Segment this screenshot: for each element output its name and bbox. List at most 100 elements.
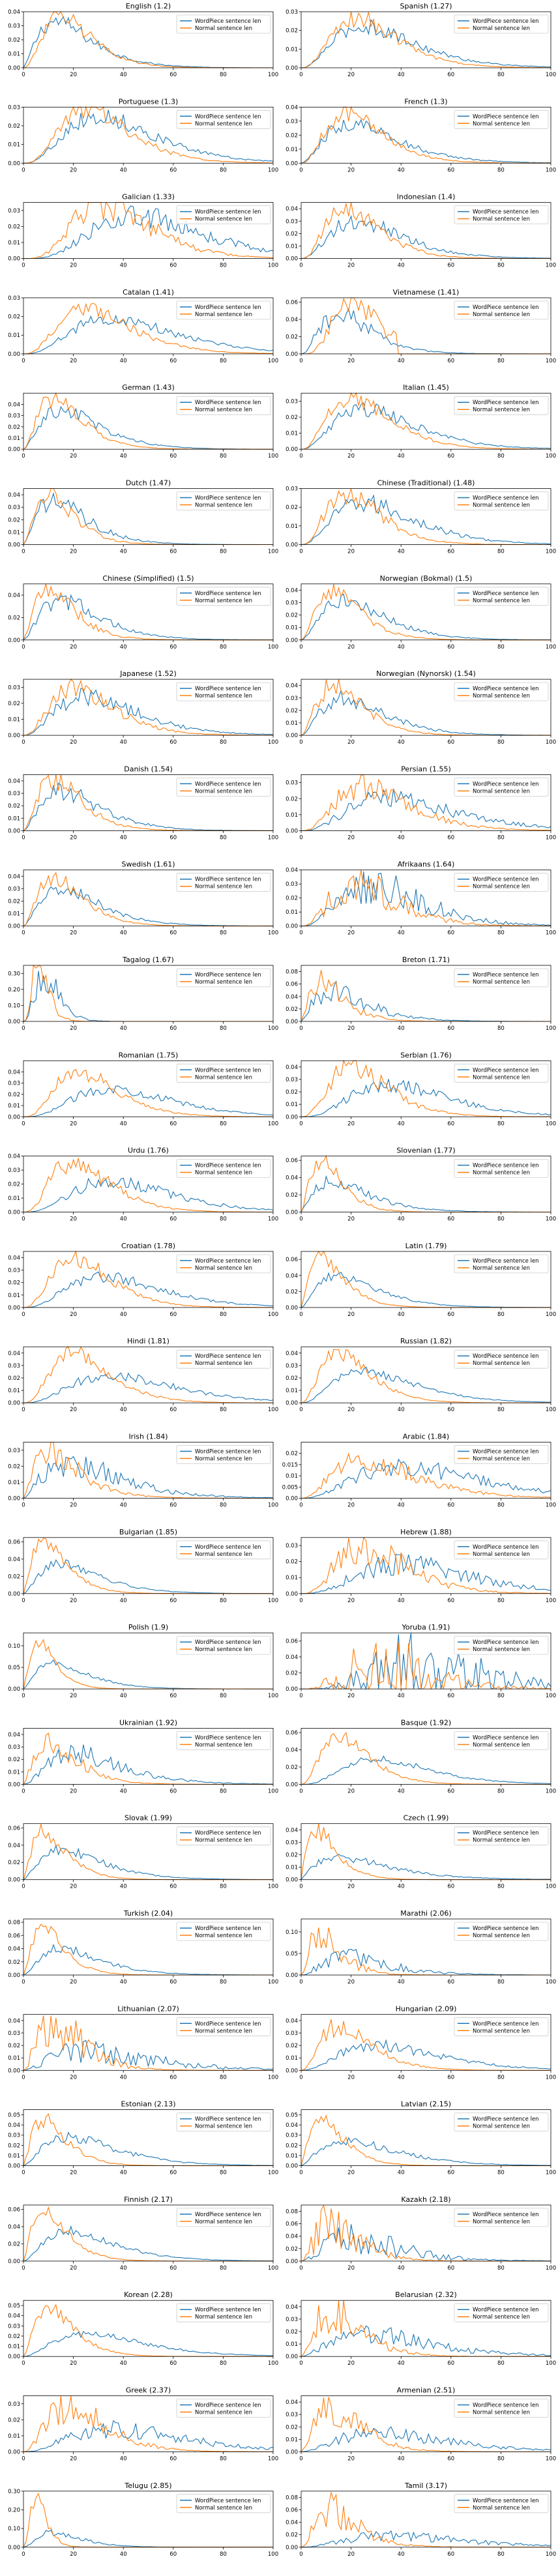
legend-label: WordPiece sentence len [195,1639,261,1646]
y-tick-label: 0.04 [8,778,20,785]
y-tick-label: 0.02 [286,231,298,237]
plot-frame [301,774,551,831]
y-tick-label: 0.00 [286,1019,298,1025]
chart-panel: Turkish (2.04) 0 20 40 60 80 100 0.00 0.02 0.04 0.… [8,1909,278,1985]
y-tick-label: 0.08 [8,1920,20,1926]
y-tick-label: 0.01 [286,625,298,632]
x-tick-label: 0 [299,167,302,173]
x-tick-label: 80 [497,358,505,364]
y-tick-label: 0.02 [8,1092,20,1098]
x-tick-label: 60 [169,2551,177,2558]
y-tick-label: 0.04 [8,1070,20,1076]
chart-panel: Spanish (1.27) 0 20 40 60 80 100 0.00 0.01 0.02 0.… [286,2,556,78]
chart-panel: Slovak (1.99) 0 20 40 60 80 100 0.00 0.02 0.04 0.0… [8,1814,278,1890]
y-tick-label: 0.01 [8,1480,20,1486]
x-tick-label: 80 [497,834,505,841]
x-tick-label: 100 [268,1502,278,1509]
x-tick-label: 20 [347,1216,355,1223]
wordpiece-series-line [23,1085,274,1117]
y-tick-label: 0.04 [286,2234,298,2240]
legend-label: Normal sentence len [195,979,252,986]
x-tick-label: 40 [398,453,405,460]
legend-label: WordPiece sentence len [195,1925,261,1932]
x-tick-label: 100 [546,1025,556,1032]
x-tick-label: 40 [120,1120,127,1127]
y-tick-label: 0.06 [8,1825,20,1832]
y-tick-label: 0.03 [8,791,20,797]
y-tick-label: 0.01 [286,2341,298,2348]
x-tick-label: 80 [220,1979,227,1985]
x-tick-label: 20 [70,2265,77,2272]
x-tick-label: 100 [546,263,556,269]
chart-title: Urdu (1.76) [128,1147,169,1155]
y-tick-label: 0.06 [286,1158,298,1164]
x-tick-label: 0 [22,263,25,269]
y-tick-label: 0.00 [286,1877,298,1884]
y-tick-label: 0.04 [286,2399,298,2406]
x-tick-label: 0 [299,1979,302,1985]
y-tick-label: 0.01 [286,1388,298,1394]
legend-label: Normal sentence len [195,1837,252,1844]
plot-frame [23,2395,274,2452]
x-tick-label: 80 [497,644,505,651]
y-tick-label: 0.04 [286,2520,298,2526]
y-tick-label: 0.02 [286,1559,298,1566]
y-tick-label: 0.04 [286,2018,298,2025]
x-tick-label: 60 [447,1598,454,1604]
legend-box [454,968,549,988]
x-tick-label: 20 [70,72,77,78]
x-tick-label: 100 [546,930,556,937]
x-tick-label: 100 [268,1025,278,1032]
y-tick-label: 0.06 [286,1638,298,1645]
chart-title: Catalan (1.41) [123,288,174,297]
chart-title: Danish (1.54) [124,765,173,773]
y-tick-label: 0.03 [8,104,20,111]
legend-label: WordPiece sentence len [473,2307,539,2313]
legend-label: WordPiece sentence len [473,495,539,502]
x-tick-label: 20 [347,358,355,364]
legend-label: WordPiece sentence len [195,1830,261,1837]
wordpiece-series-line [301,1272,551,1308]
x-tick-label: 100 [546,1120,556,1127]
x-tick-label: 80 [497,1598,505,1604]
legend-box [454,1254,549,1274]
y-tick-label: 0.00 [8,1591,20,1598]
x-tick-label: 100 [546,2456,556,2463]
y-tick-label: 0.00 [286,1496,298,1502]
chart-panel: Norwegian (Nynorsk) (1.54) 0 20 40 60 80 100 0.… [286,669,556,746]
legend-box [454,205,549,225]
legend-label: WordPiece sentence len [195,18,261,25]
y-tick-label: 0.06 [286,982,298,988]
x-tick-label: 40 [398,2456,405,2463]
x-tick-label: 100 [546,1693,556,1699]
legend-label: WordPiece sentence len [473,2403,539,2409]
y-tick-label: 0.04 [286,868,298,874]
y-tick-label: 0.00 [8,2259,20,2265]
x-tick-label: 60 [447,2170,454,2176]
chart-panel: Bulgarian (1.85) 0 20 40 60 80 100 0.00 0.02 0.04… [8,1528,278,1604]
x-tick-label: 40 [398,1311,405,1318]
y-tick-label: 0.00 [286,2450,298,2456]
legend-box [176,1922,271,1941]
x-tick-label: 80 [497,739,505,746]
x-tick-label: 100 [546,2265,556,2272]
x-tick-label: 0 [22,2074,25,2081]
y-tick-label: 0.01 [286,523,298,530]
y-tick-label: 0.02 [286,1289,298,1295]
x-tick-label: 40 [398,72,405,78]
wordpiece-series-line [301,1853,551,1881]
x-tick-label: 0 [22,453,25,460]
legend-box [454,1063,549,1083]
y-tick-label: 0.01 [8,911,20,918]
chart-panel: Portuguese (1.3) 0 20 40 60 80 100 0.00 0.01 0.02… [8,97,278,173]
